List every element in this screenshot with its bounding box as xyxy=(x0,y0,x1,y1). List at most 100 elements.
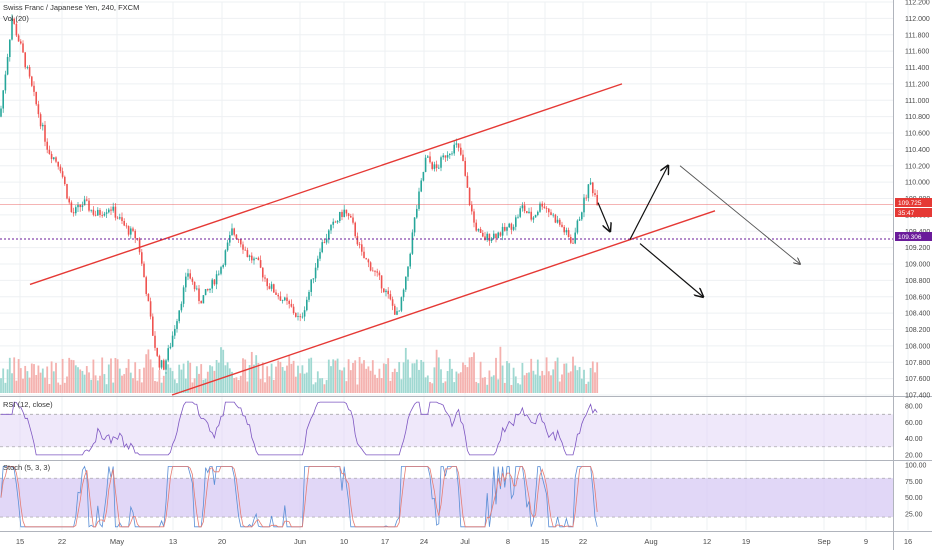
channel-lower-line xyxy=(171,210,716,396)
volume-bar xyxy=(48,383,51,393)
volume-bar xyxy=(50,361,53,393)
volume-bar xyxy=(556,357,559,393)
volume-bar xyxy=(182,363,185,393)
volume-bar xyxy=(8,357,11,393)
candle-body xyxy=(343,209,345,217)
volume-bar xyxy=(363,360,365,393)
volume-bar xyxy=(121,375,123,393)
volume-bar xyxy=(521,362,524,393)
volume-bar xyxy=(314,382,317,393)
volume-bar xyxy=(70,359,73,393)
volume-bar xyxy=(402,362,405,393)
candle-body xyxy=(559,219,561,225)
volume-bar xyxy=(140,382,143,393)
volume-bar xyxy=(231,371,233,393)
volume-bar xyxy=(360,363,363,393)
candle-body xyxy=(519,208,521,217)
volume-bar xyxy=(446,371,449,393)
candle-body xyxy=(185,276,187,288)
candle-body xyxy=(68,198,70,203)
volume-bar xyxy=(2,368,5,393)
volume-bar xyxy=(156,381,159,393)
candle-body xyxy=(15,23,18,36)
candle-body xyxy=(292,306,295,314)
volume-bar xyxy=(376,377,379,393)
candle-body xyxy=(90,209,92,211)
time-axis[interactable]: 15 22 May 13 20 Jun 10 17 24 Jul 8 15 22 Aug 12 19 Sep 9 1… xyxy=(16,537,912,546)
candle-body xyxy=(255,257,257,259)
candle-body xyxy=(99,209,101,215)
candle-body xyxy=(46,141,48,150)
candle-body xyxy=(332,221,334,225)
volume-bar xyxy=(220,347,222,393)
candle-body xyxy=(215,274,218,285)
volume-bar xyxy=(501,365,504,393)
rsi-line xyxy=(1,401,598,456)
volume-bar xyxy=(92,359,95,393)
symbol-title: Swiss Franc / Japanese Yen, 240, FXCM xyxy=(3,3,139,12)
candle-body xyxy=(543,206,546,209)
candle-body xyxy=(501,226,504,236)
candle-body xyxy=(567,230,570,237)
candle-body xyxy=(248,255,251,258)
volume-bar xyxy=(345,381,348,393)
volume-bar xyxy=(28,377,31,393)
horizontal-levels xyxy=(0,204,893,240)
volume-bar xyxy=(81,370,84,393)
candle-body xyxy=(374,270,376,272)
candle-body xyxy=(468,187,471,205)
candle-body xyxy=(2,90,4,109)
candle-body xyxy=(295,313,297,317)
volume-bar xyxy=(512,367,515,393)
price-axis[interactable]: 112.200 112.000 111.800 111.600 111.400 111.2… xyxy=(905,0,930,518)
candle-body xyxy=(552,214,554,216)
candle-body xyxy=(391,299,394,306)
candle-body xyxy=(220,267,222,274)
volume-bar xyxy=(149,359,152,393)
volume-bar xyxy=(343,367,346,393)
candle-body xyxy=(407,266,409,277)
candle-body xyxy=(409,253,411,267)
volume-bar xyxy=(550,375,552,393)
volume-bar xyxy=(244,359,247,393)
volume-bar xyxy=(125,367,128,393)
volume-bar xyxy=(336,358,339,393)
candle-body xyxy=(464,160,466,176)
volume-bar xyxy=(433,367,436,393)
candle-body xyxy=(416,208,418,218)
volume-bar xyxy=(325,380,328,393)
volume-bar xyxy=(418,369,420,393)
volume-bar xyxy=(459,372,462,393)
candle-body xyxy=(383,288,385,293)
candle-body xyxy=(244,249,246,251)
candle-body xyxy=(387,290,389,295)
price-tick-label: 108.000 xyxy=(905,343,930,350)
candle-body xyxy=(339,211,341,221)
volume-bar xyxy=(281,367,284,393)
candle-body xyxy=(541,203,543,207)
volume-bar xyxy=(393,368,396,393)
volume-bar xyxy=(435,349,438,393)
volume-bar xyxy=(169,367,172,393)
volume-bar xyxy=(356,384,359,393)
volume-bar xyxy=(354,360,357,393)
volume-bar xyxy=(292,360,295,393)
candle-body xyxy=(473,211,475,223)
candle-body xyxy=(35,91,37,105)
candle-body xyxy=(506,227,508,231)
volume-bar xyxy=(451,368,453,393)
candle-body xyxy=(354,222,356,237)
candle-body xyxy=(325,238,328,243)
candle-body xyxy=(321,242,323,253)
time-tick-label: Jun xyxy=(294,537,306,546)
volume-bar xyxy=(107,364,110,393)
volume-bar xyxy=(455,371,458,393)
candle-body xyxy=(512,226,515,230)
candle-body xyxy=(510,223,513,230)
volume-bar xyxy=(561,374,563,393)
candle-body xyxy=(103,213,106,216)
volume-bar xyxy=(167,364,170,393)
volume-bar xyxy=(264,382,266,393)
volume-bar xyxy=(554,361,557,393)
